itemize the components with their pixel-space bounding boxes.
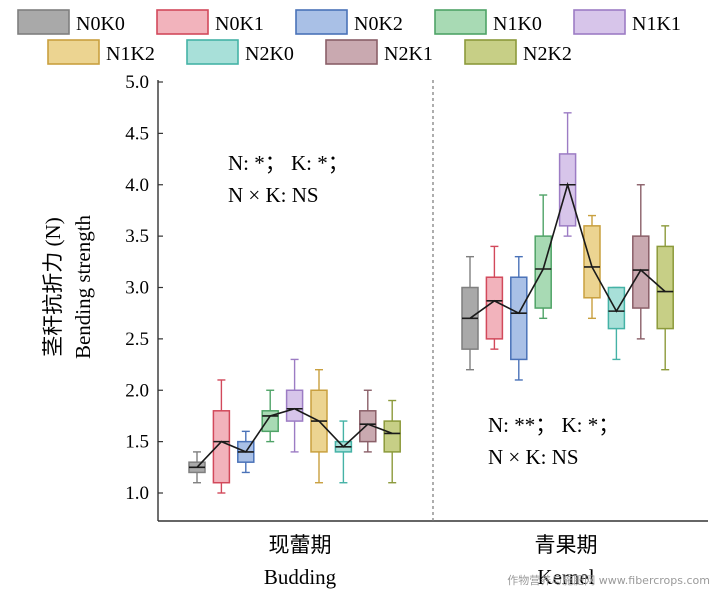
box-body <box>558 153 577 227</box>
box-kernel-n1k1 <box>558 112 577 237</box>
boxes <box>188 112 674 494</box>
group-label-cn-budding: 现蕾期 <box>269 533 332 557</box>
median-line-kernel <box>469 181 666 319</box>
box-kernel-n0k2 <box>510 255 528 381</box>
significance-interaction-budding: N × K: NS <box>228 183 319 207</box>
box-budding-n2k1 <box>359 389 377 453</box>
plot-area: 1.01.52.02.53.03.54.04.55.0 N: *； K: *；N… <box>125 72 708 522</box>
group-label-cn-kernel: 青果期 <box>535 533 598 557</box>
box-body <box>607 286 626 330</box>
box-body <box>383 420 401 453</box>
box-budding-n2k2 <box>383 399 401 484</box>
legend-swatch-n2k1 <box>325 39 378 65</box>
y-tick-label: 3.5 <box>125 226 149 247</box>
box-budding-n1k1 <box>285 358 304 453</box>
legend-label-n1k0: N1K0 <box>493 13 542 35</box>
legend-swatch-n0k1 <box>156 9 209 35</box>
watermark: 作物营养与施肥网 www.fibercrops.com <box>507 573 710 587</box>
legend-label-n0k0: N0K0 <box>76 13 125 35</box>
group-label-en-kernel: Kernel <box>537 565 594 589</box>
legend-label-n1k2: N1K2 <box>106 43 155 65</box>
legend-swatch-n2k0 <box>186 39 239 65</box>
legend-label-n2k1: N2K1 <box>384 43 433 65</box>
legend-label-n1k1: N1K1 <box>632 13 681 35</box>
box-kernel-n2k2 <box>656 225 674 371</box>
legend-label-n0k1: N0K1 <box>215 13 264 35</box>
box-budding-n0k1 <box>212 379 231 494</box>
box-body <box>632 235 650 309</box>
legend-swatch-n0k0 <box>17 9 70 35</box>
box-body <box>485 276 504 340</box>
box-budding-n1k0 <box>261 389 279 443</box>
box-kernel-n0k1 <box>485 245 504 350</box>
legend-label-n0k2: N0K2 <box>354 13 403 35</box>
legend-label-n2k2: N2K2 <box>523 43 572 65</box>
box-body <box>510 276 528 361</box>
legend-swatch-n2k2 <box>464 39 517 65</box>
y-label-chinese: 茎秆抗折力 (N) <box>41 217 65 356</box>
significance-main-kernel: N: **； K: *； <box>488 413 619 437</box>
y-label-english: Bending strength <box>71 214 95 359</box>
y-tick-label: 1.5 <box>125 432 149 453</box>
y-tick-label: 4.5 <box>125 123 149 144</box>
median-line-budding <box>196 407 393 468</box>
box-body <box>285 389 304 422</box>
y-axis-label: 茎秆抗折力 (N) Bending strength <box>41 214 95 359</box>
box-body <box>212 410 231 484</box>
box-body <box>656 245 674 330</box>
annotations: N: *； K: *； N × K: NS N: **； K: *； N × K: N… <box>228 151 619 469</box>
legend-label-n2k0: N2K0 <box>245 43 294 65</box>
x-group-labels: 现蕾期 Budding 青果期 Kernel <box>264 533 598 589</box>
box-body <box>359 410 377 443</box>
legend-swatch-n1k0 <box>434 9 487 35</box>
box-budding-n2k0 <box>334 420 353 484</box>
y-tick-label: 2.0 <box>125 380 149 401</box>
significance-main-budding: N: *； K: *； <box>228 151 349 175</box>
y-tick-label: 4.0 <box>125 175 149 196</box>
legend-swatch-n0k2 <box>295 9 348 35</box>
legend: N0K0 N0K1 N0K2 N1K0 N1K1 N1K2 N2K0 N2K1 N2K2 <box>17 9 681 65</box>
box-body <box>583 225 601 299</box>
significance-interaction-kernel: N × K: NS <box>488 445 579 469</box>
box-kernel-n0k0 <box>461 255 479 371</box>
legend-swatch-n1k2 <box>47 39 100 65</box>
y-tick-label: 1.0 <box>125 483 149 504</box>
box-kernel-n2k1 <box>632 184 650 340</box>
group-label-en-budding: Budding <box>264 565 337 589</box>
y-tick-label: 5.0 <box>125 72 149 93</box>
box-kernel-n2k0 <box>607 286 626 361</box>
box-kernel-n1k0 <box>534 194 552 320</box>
y-tick-label: 3.0 <box>125 278 149 299</box>
y-ticks: 1.0 1.5 2.0 2.5 3.0 3.5 4.0 4.5 5.0 <box>125 72 163 504</box>
median-lines <box>196 181 666 468</box>
y-tick-label: 2.5 <box>125 329 149 350</box>
legend-swatch-n1k1 <box>573 9 626 35</box>
